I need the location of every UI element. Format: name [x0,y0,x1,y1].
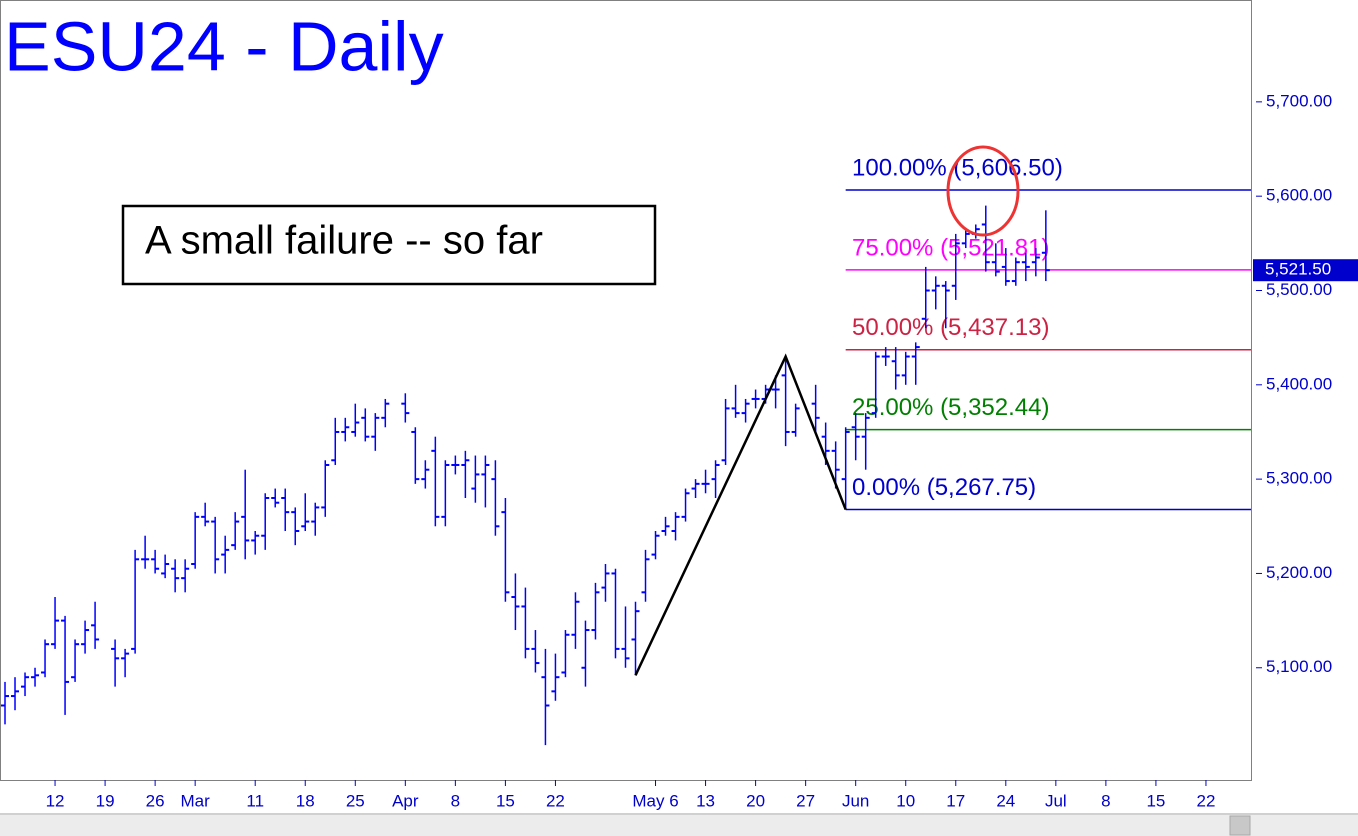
x-tick-label: 15 [1146,791,1165,810]
x-tick-label: 15 [496,791,515,810]
x-tick-label: Jul [1045,791,1067,810]
x-tick-label: Mar [181,791,211,810]
x-tick-label: Apr [392,791,419,810]
x-tick-label: 22 [546,791,565,810]
x-tick-label: 8 [451,791,460,810]
x-tick-label: 18 [296,791,315,810]
y-tick-label: 5,300.00 [1266,469,1332,488]
fib-label: 100.00% (5,606.50) [852,154,1063,181]
annotation-box [121,204,657,286]
x-tick-label: May 6 [632,791,678,810]
y-tick-label: 5,200.00 [1266,563,1332,582]
plot-frame [0,0,1252,781]
y-tick-label: 5,100.00 [1266,657,1332,676]
fib-label: 0.00% (5,267.75) [852,474,1036,501]
x-tick-label: 27 [796,791,815,810]
x-tick-label: 8 [1101,791,1110,810]
y-tick-label: 5,600.00 [1266,186,1332,205]
annotation: A small failure -- so far [145,219,543,263]
last-price-label: 5,521.50 [1265,260,1331,279]
last-price-box [1253,259,1358,282]
x-tick-label: 12 [46,791,65,810]
scrollbar-thumb[interactable] [1229,815,1251,836]
x-tick-label: 17 [946,791,965,810]
y-tick-label: 5,500.00 [1266,280,1332,299]
x-tick-label: 24 [996,791,1015,810]
fib-label: 25.00% (5,352.44) [852,394,1049,421]
fib-label: 50.00% (5,437.13) [852,314,1049,341]
x-tick-label: 26 [146,791,165,810]
x-tick-label: 22 [1197,791,1216,810]
x-tick-label: 10 [896,791,915,810]
y-tick-label: 5,400.00 [1266,374,1332,393]
x-tick-label: 19 [96,791,115,810]
y-tick-label: 5,700.00 [1266,91,1332,110]
scrollbar[interactable] [0,815,1358,836]
pattern-line [634,353,847,676]
chart-title: ESU24 - Daily [4,7,444,85]
highlight-circle [946,145,1020,237]
x-tick-label: 20 [746,791,765,810]
x-tick-label: 11 [246,791,264,810]
x-tick-label: 13 [696,791,715,810]
x-tick-label: Jun [842,791,869,810]
fib-label: 75.00% (5,521.81) [852,234,1049,261]
x-tick-label: 25 [346,791,365,810]
